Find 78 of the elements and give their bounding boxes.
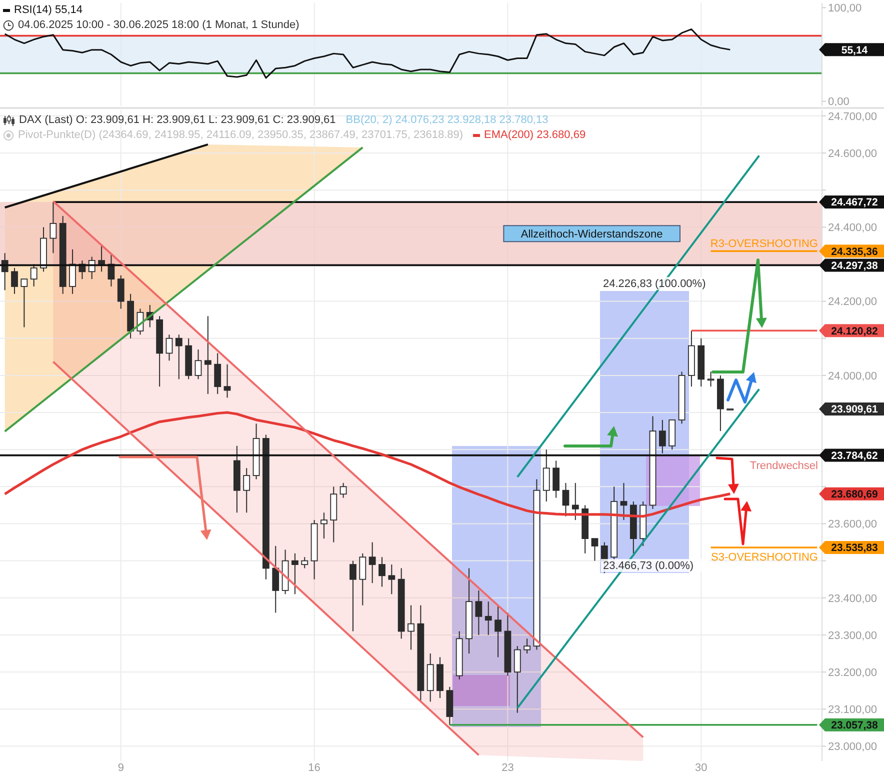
candlestick xyxy=(194,348,202,380)
candlestick xyxy=(1,252,8,291)
legend-label: RSI(14) 55,14 xyxy=(14,3,82,18)
y-tick-label: 100,00 xyxy=(828,2,862,15)
candlestick xyxy=(620,482,628,521)
candlestick xyxy=(572,482,579,521)
candlestick xyxy=(30,264,38,287)
text: 23.909,61 xyxy=(831,404,878,416)
chart-title: DAX (Last) O: 23.909,61 H: 23.909,61 L: 23.909,61 C: 23.909,61 xyxy=(19,113,336,128)
candlestick xyxy=(524,638,530,654)
candlestick xyxy=(204,316,212,394)
candlestick xyxy=(562,482,570,517)
annotation: Pivot-Punkte(D) (24364.69, 24198.95, 24116.09, 23950.35, 23867.49, 23701.75, 23618.89) xyxy=(18,128,464,143)
candlestick xyxy=(707,371,714,388)
ref-line-label: 23.784,62 xyxy=(831,450,878,462)
candlestick xyxy=(368,542,376,584)
x-tick-label: 30 xyxy=(694,762,708,774)
y-tick-label: 23.400,00 xyxy=(828,592,877,605)
candlestick xyxy=(340,482,347,498)
candlestick xyxy=(98,245,105,272)
ref-line-label: 23.535,83 xyxy=(831,542,878,554)
candlestick xyxy=(542,449,550,502)
candlestick xyxy=(552,460,560,498)
band-label: Allzeithoch-Widerstandszone xyxy=(520,228,663,240)
y-tick-label: 23.100,00 xyxy=(828,704,877,716)
candlestick xyxy=(591,538,598,562)
candlestick xyxy=(484,601,492,636)
y-tick-label: 23.200,00 xyxy=(828,666,877,679)
annotation: 24.226,83 (100.00%) xyxy=(603,278,706,290)
annotation: S3-OVERSHOOTING xyxy=(711,552,818,564)
annotation: BB(20, 2) 24.076,23 23.928,18 23.780,13 xyxy=(346,113,548,128)
candlestick xyxy=(224,364,231,398)
candlestick xyxy=(88,256,96,280)
annotation: Trendwechsel xyxy=(750,460,818,472)
candlestick xyxy=(175,334,182,380)
annotation: R3-OVERSHOOTING xyxy=(710,238,818,250)
candlestick xyxy=(117,274,124,310)
y-tick-label: 23.300,00 xyxy=(828,630,877,642)
candlestick xyxy=(69,248,76,294)
y-tick-label: 23.000,00 xyxy=(828,741,877,754)
candlestick xyxy=(301,556,308,569)
candlestick xyxy=(166,334,173,362)
candlestick xyxy=(350,560,356,632)
candlestick xyxy=(292,552,298,595)
candlestick xyxy=(658,419,666,454)
candlestick xyxy=(494,604,502,658)
candlestick xyxy=(214,352,222,394)
annotation: 23.466,73 (0.00%) xyxy=(603,560,694,572)
y-tick-label: 24.000,00 xyxy=(828,370,877,382)
candlestick xyxy=(243,468,250,514)
ref-line-label: 23.057,38 xyxy=(831,720,878,732)
text: 23.680,69 xyxy=(831,488,878,500)
candlestick xyxy=(11,267,18,294)
y-tick-label: 24.600,00 xyxy=(828,148,877,160)
text: 04.06.2025 10:00 - 30.06.2025 18:00 (1 Monat, 1 Stunde) xyxy=(18,18,300,33)
legend-label: EMA(200) 23.680,69 xyxy=(484,128,586,143)
candlestick xyxy=(320,512,328,540)
candlestick xyxy=(475,590,482,636)
candlestick xyxy=(408,604,414,650)
x-tick-label: 23 xyxy=(502,762,514,774)
y-tick-label: 24.400,00 xyxy=(828,222,877,234)
y-tick-label: 24.700,00 xyxy=(828,110,877,123)
candlestick xyxy=(50,202,57,254)
candlestick xyxy=(514,646,521,714)
x-tick-label: 16 xyxy=(308,762,320,774)
ref-line-label: 24.120,82 xyxy=(831,325,878,338)
candlestick xyxy=(359,552,366,606)
candlestick xyxy=(272,545,280,614)
candlestick xyxy=(388,564,396,595)
text: 55,14 xyxy=(841,44,868,56)
candlestick xyxy=(20,278,28,328)
ref-line-label: 24.297,38 xyxy=(831,260,878,272)
ref-line-label: 24.467,72 xyxy=(831,196,878,209)
y-tick-label: 24.200,00 xyxy=(828,296,877,308)
ref-line-label: 24.335,36 xyxy=(831,246,878,258)
candlestick xyxy=(378,556,386,588)
y-tick-label: 23.600,00 xyxy=(828,518,877,531)
x-tick-label: 9 xyxy=(118,762,124,774)
